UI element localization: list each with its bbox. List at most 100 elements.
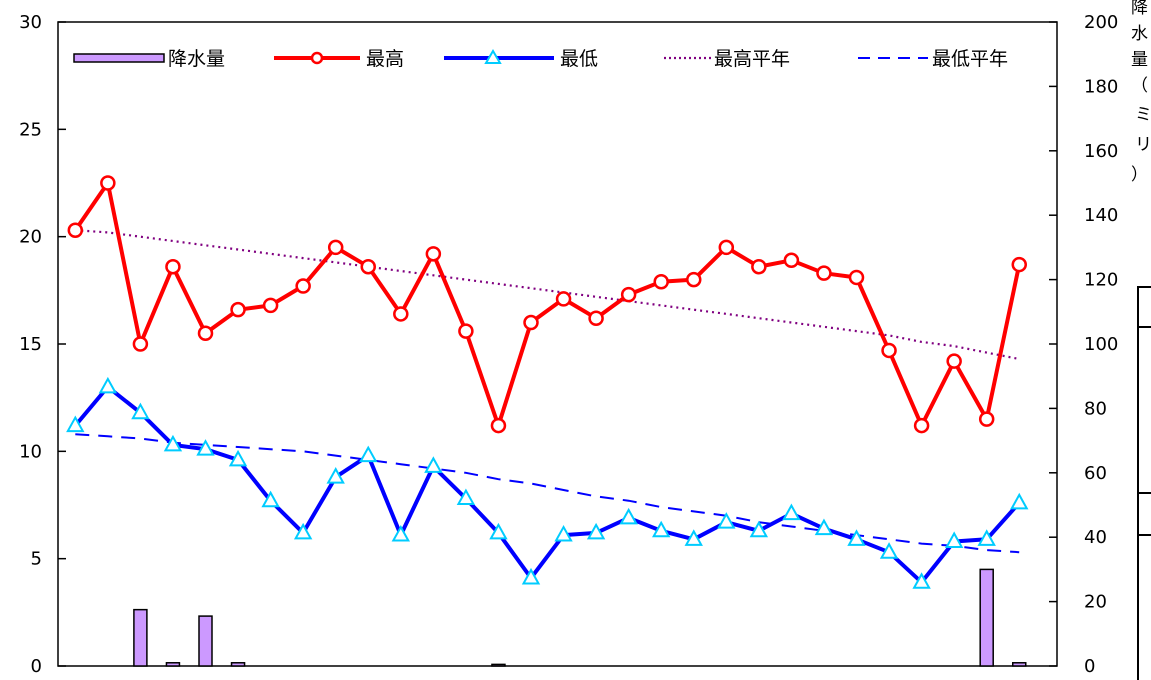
low-temp-point bbox=[782, 503, 801, 521]
left-tick-label: 15 bbox=[19, 334, 42, 355]
low-temp-point bbox=[879, 542, 899, 559]
right-axis-label-char: ミ bbox=[1135, 105, 1151, 125]
left-tick-label: 30 bbox=[19, 12, 42, 33]
right-axis-label-char: 水 bbox=[1131, 24, 1148, 44]
high-temp-point bbox=[783, 252, 800, 269]
low-temp-point bbox=[66, 415, 85, 433]
low-temp-point bbox=[912, 572, 931, 589]
high-temp-point bbox=[67, 222, 84, 238]
right-tick-label: 80 bbox=[1084, 398, 1107, 419]
legend-label: 降水量 bbox=[168, 48, 225, 70]
high-temp-point bbox=[230, 301, 246, 318]
right-tick-label: 0 bbox=[1084, 656, 1095, 677]
right-tick-label: 100 bbox=[1084, 334, 1118, 355]
low-temp-point bbox=[293, 522, 313, 540]
high-temp-point bbox=[913, 417, 930, 434]
high-temp-point bbox=[751, 258, 767, 275]
low-temp-point bbox=[98, 376, 118, 394]
legend-label: 最高平年 bbox=[714, 48, 790, 70]
low-temp-point bbox=[163, 434, 183, 452]
right-tick-label: 180 bbox=[1084, 76, 1118, 97]
low-temp-point bbox=[814, 518, 834, 536]
left-tick-label: 5 bbox=[31, 549, 42, 570]
low-temp-point bbox=[684, 529, 703, 546]
high-temp-point bbox=[262, 297, 279, 314]
low-temp-point bbox=[391, 524, 410, 542]
chart-decorations bbox=[1137, 286, 1151, 680]
normal-high-line bbox=[75, 229, 1020, 361]
high-temp-point bbox=[425, 246, 442, 262]
high-temp-line bbox=[73, 181, 1022, 428]
low-temp-point bbox=[131, 402, 150, 420]
high-temp-point bbox=[295, 278, 311, 294]
low-temp-point bbox=[359, 445, 378, 463]
low-temp-point bbox=[554, 524, 573, 542]
high-temp-point bbox=[490, 417, 507, 434]
temperature-lines bbox=[66, 175, 1029, 589]
high-temp-point bbox=[946, 353, 962, 369]
legend-label: 最高 bbox=[366, 48, 404, 70]
right-tick-label: 20 bbox=[1084, 592, 1107, 613]
high-temp-point bbox=[1011, 256, 1027, 273]
precipitation-bar bbox=[1012, 662, 1027, 667]
right-tick-label: 120 bbox=[1084, 270, 1118, 291]
high-temp-point bbox=[620, 286, 637, 303]
low-temp-point bbox=[586, 522, 606, 540]
high-temp-point bbox=[458, 323, 474, 339]
low-temp-point bbox=[456, 488, 476, 506]
right-axis-label-char: 量 bbox=[1131, 50, 1148, 70]
precipitation-bar bbox=[133, 608, 148, 667]
high-temp-point bbox=[165, 258, 181, 275]
right-tick-label: 140 bbox=[1084, 205, 1118, 226]
high-temp-point bbox=[132, 336, 149, 352]
precipitation-bar bbox=[198, 615, 213, 667]
low-temp-point bbox=[619, 507, 638, 525]
left-tick-label: 0 bbox=[31, 656, 42, 677]
high-temp-point bbox=[197, 325, 214, 342]
right-axis-label-char: ） bbox=[1131, 165, 1148, 185]
high-temp-point bbox=[327, 239, 344, 256]
high-temp-point bbox=[848, 269, 865, 286]
legend-label: 最低 bbox=[560, 48, 598, 70]
low-temp-point bbox=[521, 567, 541, 585]
chart-axes: 0 5 10 15 20 25 30 0 20 40 60 80 100 120 140 160 180 200 降… bbox=[19, 0, 1151, 677]
right-axis-label-char: （ bbox=[1131, 76, 1148, 96]
left-tick-label: 20 bbox=[19, 227, 42, 248]
right-tick-label: 160 bbox=[1084, 141, 1118, 162]
right-axis-label-char: 降 bbox=[1131, 0, 1148, 18]
normal-low-line bbox=[75, 433, 1020, 554]
right-tick-label: 200 bbox=[1084, 12, 1118, 33]
precipitation-bar bbox=[979, 568, 994, 667]
low-temp-point bbox=[489, 522, 508, 540]
high-temp-point bbox=[523, 314, 539, 331]
low-temp-point bbox=[749, 520, 769, 538]
high-temp-point bbox=[718, 239, 735, 256]
low-temp-line bbox=[73, 384, 1021, 585]
low-temp-point bbox=[228, 449, 248, 467]
low-temp-point bbox=[944, 531, 964, 548]
low-temp-point bbox=[424, 456, 443, 473]
high-temp-point bbox=[978, 411, 995, 427]
high-temp-point bbox=[360, 258, 376, 275]
right-axis-label-char: リ bbox=[1135, 135, 1151, 155]
legend-label: 最低平年 bbox=[932, 48, 1008, 70]
side-panel-frame bbox=[1137, 286, 1151, 680]
high-temp-point bbox=[555, 291, 572, 307]
left-tick-label: 25 bbox=[19, 119, 42, 140]
precipitation-bar bbox=[165, 662, 181, 667]
chart-legend: 降水量 最高 最低 最高平年 最低平年 bbox=[73, 48, 1008, 70]
precipitation-bars bbox=[133, 568, 1027, 667]
low-temp-point bbox=[196, 439, 215, 456]
low-temp-point bbox=[326, 467, 345, 484]
high-temp-point bbox=[653, 273, 669, 290]
legend-low-marker bbox=[484, 49, 502, 64]
precipitation-bar bbox=[230, 662, 246, 667]
high-temp-point bbox=[588, 310, 604, 326]
high-temp-point bbox=[393, 306, 409, 322]
low-temp-point bbox=[977, 529, 996, 546]
right-tick-label: 60 bbox=[1084, 463, 1107, 484]
high-temp-point bbox=[881, 342, 897, 359]
low-temp-point bbox=[717, 512, 736, 529]
high-temp-point bbox=[686, 271, 702, 288]
